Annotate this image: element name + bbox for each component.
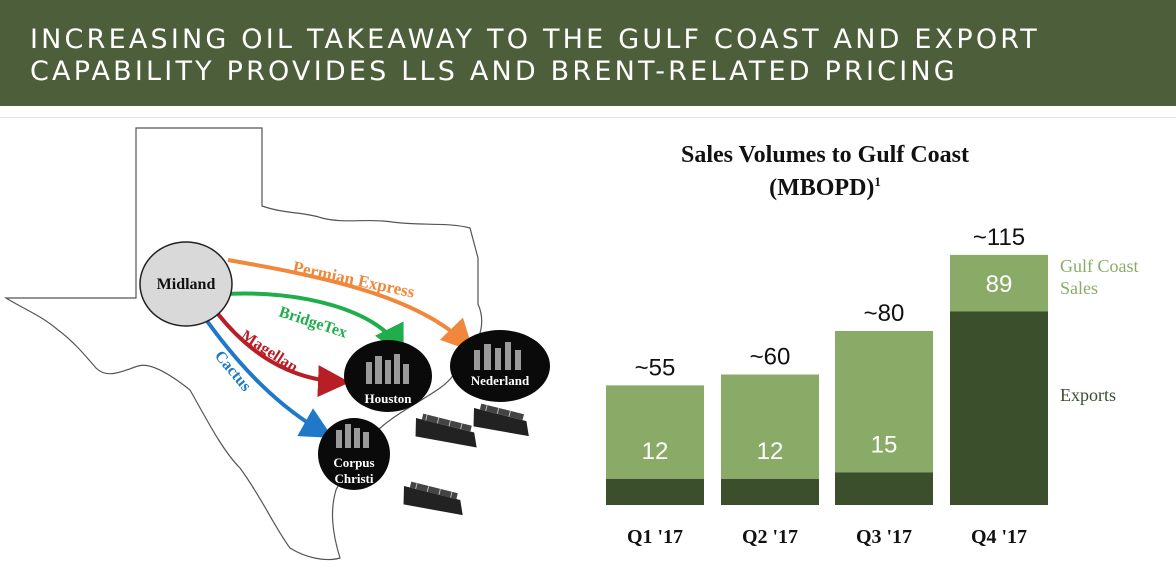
bar-gulf-coast-sales [606,385,704,479]
texas-pipeline-map: Permian Express BridgeTex Magellan Cactu… [0,118,600,579]
slide-header: INCREASING OIL TAKEAWAY TO THE GULF COAS… [0,0,1176,106]
legend-gulf-coast-sales: Gulf Coast [1060,256,1139,276]
tanker-ship-icon [473,403,529,437]
bar-data-label: 89 [986,271,1013,298]
corpus-christi-label-2: Christi [335,471,374,486]
midland-node [139,241,233,327]
x-tick-label: Q2 '17 [742,526,798,548]
bar-data-label: 15 [871,431,898,458]
bar-gulf-coast-sales [721,374,819,479]
legend-gulf-coast-sales: Sales [1060,278,1098,298]
bar-total-label: ~55 [635,354,676,381]
houston-skyline-icon [366,354,409,384]
bar-gulf-coast-sales [950,254,1048,312]
bar-total-label: ~115 [973,224,1025,251]
legend-exports: Exports [1060,385,1116,405]
sales-volume-chart: Sales Volumes to Gulf Coast (MBOPD)1 ~55… [600,118,1176,579]
tanker-ship-icon [403,481,463,516]
bar-exports [721,478,819,505]
footnote-marker: 1 [874,174,881,189]
x-tick-label: Q4 '17 [971,526,1027,548]
permian-express-pipeline [227,258,474,352]
houston-label: Houston [365,391,413,406]
title-line-2: CAPABILITY PROVIDES LLS AND BRENT-RELATE… [30,56,958,87]
corpus-christi-label-1: Corpus [333,455,374,470]
tanker-ship-icon [415,413,477,448]
bridgetex-pipeline [225,291,404,358]
chart-title: Sales Volumes to Gulf Coast [600,142,1050,169]
map-svg: Permian Express BridgeTex Magellan Cactu… [3,127,550,561]
title-line-1: INCREASING OIL TAKEAWAY TO THE GULF COAS… [30,24,1040,55]
content-frame [0,117,1176,580]
x-tick-label: Q1 '17 [627,526,683,548]
bar-gulf-coast-sales [835,331,933,473]
bar-exports [950,311,1048,505]
cactus-pipeline [200,312,333,438]
nederland-skyline-icon [474,342,521,370]
bar-exports [606,478,704,505]
x-tick-label: Q3 '17 [856,526,912,548]
chart-subtitle: (MBOPD)1 [600,174,1050,202]
bar-exports [835,472,933,505]
bar-total-label: ~60 [750,344,791,371]
magellan-pipeline [216,312,350,398]
chart-subtitle-text: (MBOPD) [769,175,875,201]
chart-svg: ~55 12 Q1 '17 ~60 12 Q2 '17 ~80 15 Q3 '17 ~115 89 Q… [606,224,1139,548]
bar-total-label: ~80 [864,300,905,327]
midland-label: Midland [157,276,216,293]
bar-data-label: 12 [642,438,669,465]
corpus-christi-skyline-icon [336,424,369,448]
bar-data-label: 12 [757,438,784,465]
nederland-label: Nederland [471,373,530,388]
chart-title-text: Sales Volumes to Gulf Coast [680,142,970,168]
